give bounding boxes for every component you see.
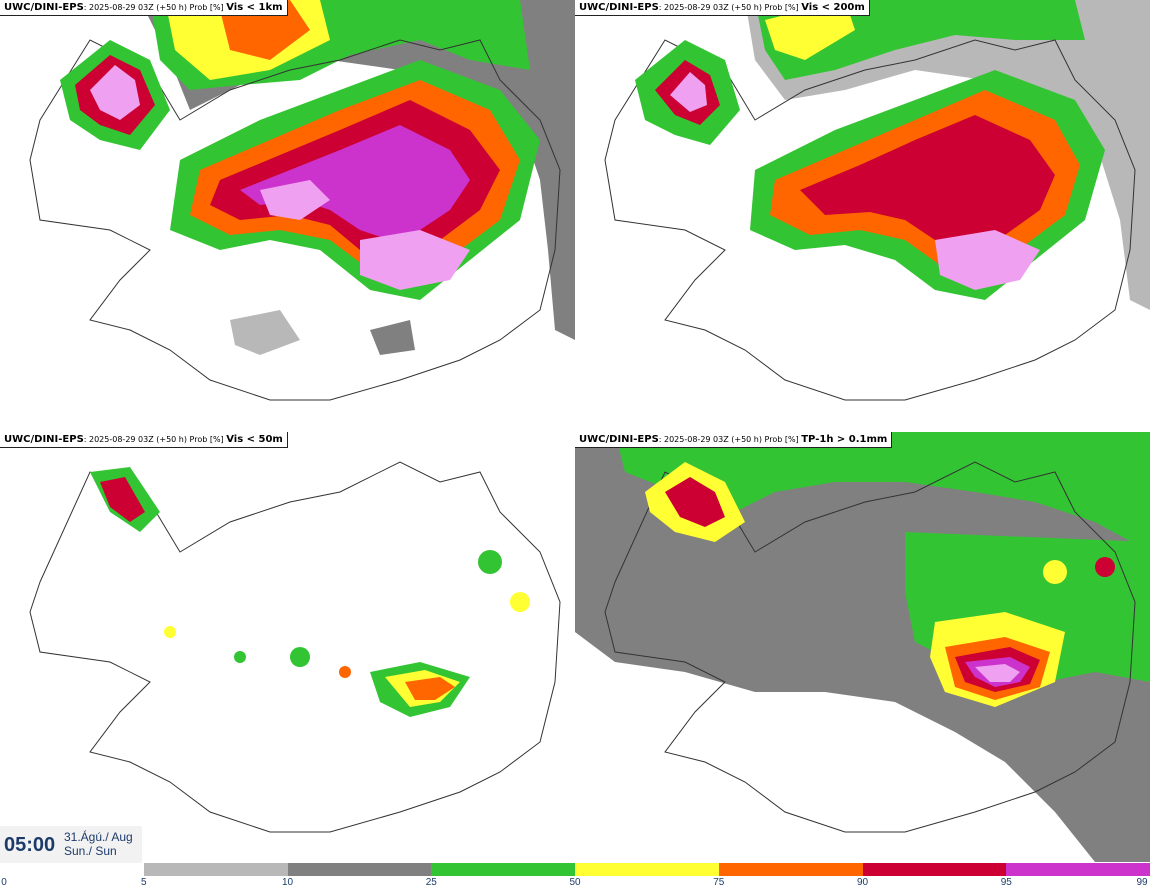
map-panel-vis-200m: UWC/DINI-EPS: 2025-08-29 03Z (+50 h) Pro…	[575, 0, 1150, 430]
colorbar-tick-label: 99	[1136, 877, 1148, 888]
precip-field	[645, 462, 1115, 707]
map-panel-vis-1km: UWC/DINI-EPS: 2025-08-29 03Z (+50 h) Pro…	[0, 0, 575, 430]
panel-title: UWC/DINI-EPS: 2025-08-29 03Z (+50 h) Pro…	[575, 432, 893, 448]
probability-colorbar: 0 5 10 25 50 75 90 95 99	[0, 863, 1150, 891]
fog-field-westfjords	[60, 40, 170, 150]
valid-time-box: 05:00 31.Ágú./ Aug Sun./ Sun	[0, 826, 142, 864]
panel-title: UWC/DINI-EPS: 2025-08-29 03Z (+50 h) Pro…	[575, 0, 870, 16]
valid-date: 31.Ágú./ Aug Sun./ Sun	[64, 830, 133, 858]
colorbar-segment	[862, 863, 1007, 876]
map-canvas	[0, 0, 575, 430]
colorbar-tick-label: 10	[281, 877, 294, 888]
map-panel-vis-50m: UWC/DINI-EPS: 2025-08-29 03Z (+50 h) Pro…	[0, 432, 575, 862]
colorbar-segment	[143, 863, 288, 876]
colorbar-tick-label: 5	[140, 877, 147, 888]
map-canvas	[575, 432, 1150, 862]
map-canvas	[575, 0, 1150, 430]
colorbar-tick-label: 50	[569, 877, 581, 888]
panel-title: UWC/DINI-EPS: 2025-08-29 03Z (+50 h) Pro…	[0, 0, 288, 16]
valid-time: 05:00	[4, 834, 56, 856]
colorbar-segment	[575, 863, 719, 876]
colorbar-segment	[718, 863, 863, 876]
colorbar-tick-label: 75	[713, 877, 725, 888]
colorbar-segment	[0, 863, 144, 876]
colorbar-tick-label: 25	[425, 877, 437, 888]
fog-field-north	[170, 60, 540, 300]
colorbar-tick-label: 0	[1, 877, 7, 888]
colorbar-tick-label: 90	[856, 877, 869, 888]
panel-title: UWC/DINI-EPS: 2025-08-29 03Z (+50 h) Pro…	[0, 432, 288, 448]
colorbar-segment	[431, 863, 575, 876]
colorbar-tick-label: 95	[1000, 877, 1012, 888]
colorbar-segment	[1006, 863, 1150, 876]
fog-field-westfjords	[635, 40, 740, 145]
colorbar-segment	[287, 863, 432, 876]
fog-patches	[90, 467, 530, 717]
map-panel-precip: UWC/DINI-EPS: 2025-08-29 03Z (+50 h) Pro…	[575, 432, 1150, 862]
map-canvas	[0, 432, 575, 862]
fog-field-north	[750, 70, 1105, 300]
iceland-coastline	[29, 39, 561, 401]
